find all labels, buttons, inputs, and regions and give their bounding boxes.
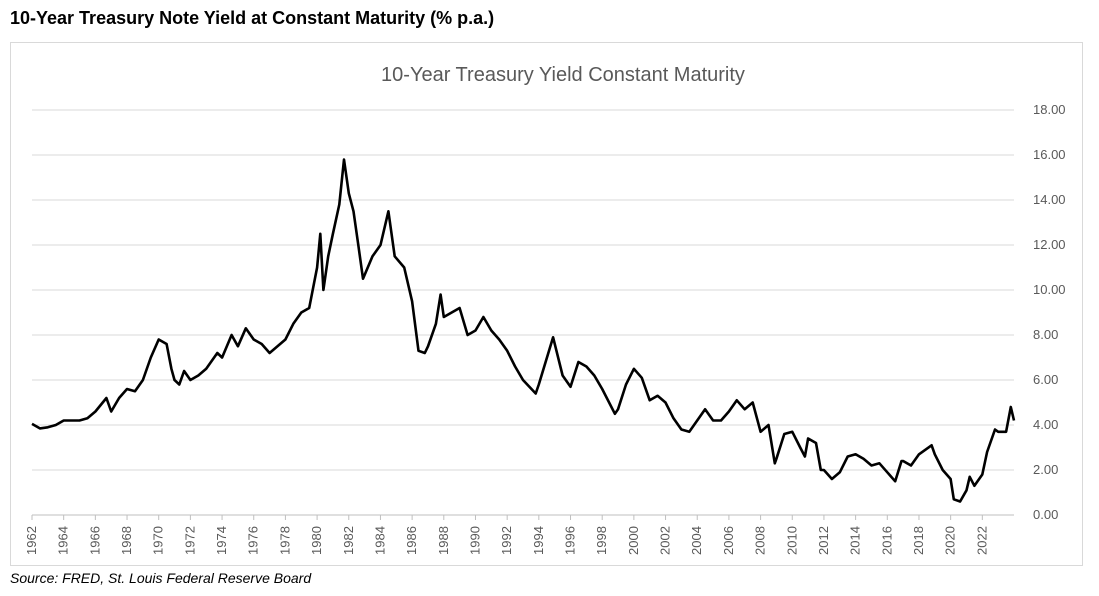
x-tick-label: 1970 — [151, 526, 166, 555]
page-heading: 10-Year Treasury Note Yield at Constant … — [10, 8, 495, 28]
y-tick-label: 4.00 — [1033, 417, 1058, 432]
x-tick-label: 2022 — [974, 526, 989, 555]
source-note: Source: FRED, St. Louis Federal Reserve … — [10, 570, 312, 586]
y-tick-label: 0.00 — [1033, 507, 1058, 522]
x-tick-label: 1998 — [594, 526, 609, 555]
x-axis-tick-labels: 1962 1964 1966 1968 1970 1972 1974 1976 1978 1980… — [24, 526, 989, 555]
x-tick-label: 1964 — [56, 526, 71, 555]
x-tick-label: 1988 — [436, 526, 451, 555]
x-tick-label: 1978 — [277, 526, 292, 555]
x-tick-label: 1962 — [24, 526, 39, 555]
x-tick-label: 2002 — [658, 526, 673, 555]
y-tick-label: 2.00 — [1033, 462, 1058, 477]
gridlines — [32, 109, 1014, 471]
y-tick-label: 6.00 — [1033, 372, 1058, 387]
x-tick-label: 1966 — [87, 526, 102, 555]
x-tick-label: 1968 — [119, 526, 134, 555]
x-tick-label: 2006 — [721, 526, 736, 555]
x-tick-label: 1974 — [214, 526, 229, 555]
y-tick-label: 12.00 — [1033, 237, 1066, 252]
x-tick-label: 2014 — [848, 526, 863, 555]
y-tick-label: 8.00 — [1033, 327, 1058, 342]
x-tick-label: 1984 — [372, 526, 387, 555]
series-layer — [31, 158, 1016, 503]
y-tick-label: 10.00 — [1033, 282, 1066, 297]
x-tick-label: 1986 — [404, 526, 419, 555]
y-tick-label: 14.00 — [1033, 192, 1066, 207]
x-tick-label: 2000 — [626, 526, 641, 555]
x-tick-label: 2004 — [689, 526, 704, 555]
x-tick-label: 2018 — [911, 526, 926, 555]
x-tick-label: 1996 — [563, 526, 578, 555]
x-tick-label: 1992 — [499, 526, 514, 555]
x-tick-label: 1972 — [182, 526, 197, 555]
x-axis — [31, 514, 1014, 520]
x-tick-label: 2012 — [816, 526, 831, 555]
chart-title: 10-Year Treasury Yield Constant Maturity — [381, 64, 745, 86]
x-tick-label: 2010 — [784, 526, 799, 555]
series-line — [31, 158, 1016, 503]
x-tick-label: 1976 — [246, 526, 261, 555]
x-tick-label: 1982 — [341, 526, 356, 555]
x-tick-label: 1994 — [531, 526, 546, 555]
x-tick-label: 1990 — [467, 526, 482, 555]
y-axis-tick-labels: 0.00 2.00 4.00 6.00 8.00 10.00 12.00 14.00 16.00… — [1033, 102, 1066, 522]
x-tick-label: 2008 — [753, 526, 768, 555]
line-chart: 10-Year Treasury Yield Constant Maturity… — [24, 64, 1066, 555]
x-tick-label: 2016 — [879, 526, 894, 555]
x-tick-label: 2020 — [943, 526, 958, 555]
y-tick-label: 16.00 — [1033, 147, 1066, 162]
x-tick-label: 1980 — [309, 526, 324, 555]
chart-frame: 10-Year Treasury Yield Constant Maturity… — [10, 42, 1083, 566]
y-tick-label: 18.00 — [1033, 102, 1066, 117]
